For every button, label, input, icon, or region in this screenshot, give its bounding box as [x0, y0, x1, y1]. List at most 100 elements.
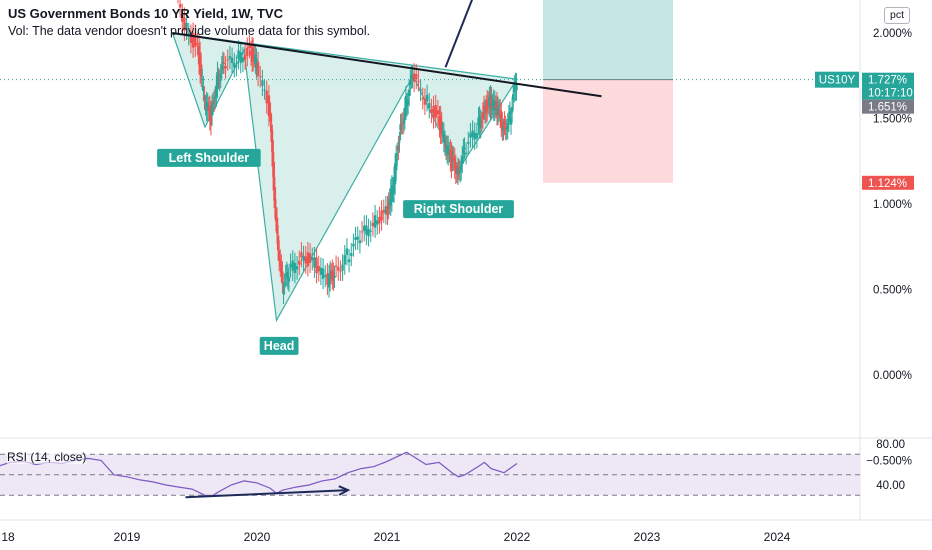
- candle-body: [279, 259, 282, 267]
- rsi-tick-label: 80.00: [876, 439, 905, 451]
- candles: [177, 0, 518, 305]
- candle-body: [365, 225, 368, 235]
- candle-body: [224, 66, 227, 69]
- candle-body: [189, 34, 193, 44]
- candle-body: [252, 48, 255, 62]
- candle-body: [185, 23, 188, 30]
- candle-body: [506, 122, 509, 129]
- candle-body: [345, 248, 349, 256]
- candle-body: [509, 118, 513, 125]
- time-tick-label: 2024: [764, 530, 791, 544]
- candle-body: [220, 66, 223, 71]
- candle-body: [447, 145, 450, 156]
- candle-body: [387, 202, 390, 210]
- candle-body: [363, 225, 366, 232]
- candle-body: [441, 131, 444, 133]
- candle-body: [380, 210, 383, 221]
- candle-body: [503, 121, 506, 125]
- candle-body: [324, 275, 327, 277]
- candle-body: [507, 115, 511, 122]
- candle-body: [393, 163, 397, 185]
- price-axis-label-box: [862, 85, 914, 100]
- candle-body: [295, 266, 299, 270]
- volume-notice: Vol: The data vendor doesn't provide vol…: [8, 24, 371, 38]
- candle-body: [181, 13, 184, 22]
- candle-body: [401, 122, 404, 125]
- candle-body: [255, 58, 258, 69]
- candle-body: [201, 79, 204, 81]
- candle-body: [216, 71, 219, 88]
- candle-body: [284, 275, 287, 278]
- candle-body: [436, 110, 440, 115]
- candle-body: [510, 107, 514, 113]
- candle-body: [425, 94, 429, 102]
- candle-body: [271, 140, 274, 167]
- candle-body: [415, 74, 418, 79]
- candle-body: [504, 126, 507, 130]
- symbol-title[interactable]: US Government Bonds 10 YR Yield, 1W, TVC: [8, 6, 283, 21]
- candle-body: [467, 141, 470, 144]
- candle-body: [275, 217, 279, 234]
- candle-body: [328, 271, 332, 282]
- candle-body: [306, 252, 310, 267]
- candle-body: [411, 75, 414, 79]
- price-axis-label: 1.124%: [868, 178, 907, 190]
- candle-body: [214, 96, 217, 100]
- candle-body: [213, 99, 216, 102]
- candle-body: [371, 222, 375, 227]
- candle-body: [453, 158, 456, 169]
- candle-body: [421, 97, 424, 100]
- time-tick-label: 2022: [504, 530, 531, 544]
- candle-body: [458, 170, 462, 173]
- candle-body: [475, 133, 479, 139]
- candle-body: [457, 169, 461, 171]
- candle-body: [298, 260, 301, 265]
- candle-body: [358, 240, 362, 244]
- candle-body: [482, 105, 486, 110]
- price-tick-label: 2.000%: [873, 28, 912, 40]
- candle-body: [283, 283, 286, 285]
- candle-body: [481, 112, 485, 119]
- price-tick-label: 0.500%: [873, 285, 912, 297]
- candle-body: [460, 165, 463, 171]
- candle-body: [384, 206, 388, 215]
- candle-body: [386, 206, 389, 215]
- rsi-indicator-label[interactable]: RSI (14, close): [7, 450, 87, 464]
- price-tick-label: 1.500%: [873, 114, 912, 126]
- candle-body: [397, 146, 400, 151]
- candle-body: [378, 216, 381, 224]
- chart-header: US Government Bonds 10 YR Yield, 1W, TVC…: [8, 6, 370, 38]
- candle-body: [233, 63, 236, 68]
- candle-body: [339, 270, 342, 272]
- candle-body: [272, 162, 275, 191]
- candle-body: [217, 77, 220, 79]
- time-tick-label: 18: [1, 530, 15, 544]
- price-axis-label: 1.727%: [868, 75, 907, 87]
- candle-body: [221, 61, 225, 64]
- scale-mode-button[interactable]: pct: [884, 7, 910, 24]
- candle-body: [486, 100, 489, 112]
- projection-arrow: [444, 0, 473, 68]
- candle-body: [313, 257, 316, 268]
- candle-body: [300, 252, 303, 258]
- candle-body: [409, 80, 412, 86]
- candle-body: [319, 267, 323, 275]
- rsi-band: [0, 454, 860, 496]
- price-axis-label: 10:17:10: [868, 88, 913, 100]
- candle-body: [406, 99, 410, 105]
- candle-body: [304, 256, 307, 264]
- candle-body: [432, 105, 435, 119]
- candle-body: [434, 105, 437, 118]
- candle-body: [428, 103, 431, 109]
- candle-body: [187, 33, 190, 36]
- pattern-label-box: [157, 148, 261, 167]
- price-tick-label: 1.000%: [873, 199, 912, 211]
- candle-body: [194, 34, 197, 47]
- candle-body: [287, 277, 291, 282]
- candle-body: [317, 265, 320, 272]
- candle-body: [343, 255, 346, 265]
- time-tick-label: 2019: [114, 530, 141, 544]
- candle-body: [440, 122, 443, 134]
- candle-body: [469, 133, 472, 138]
